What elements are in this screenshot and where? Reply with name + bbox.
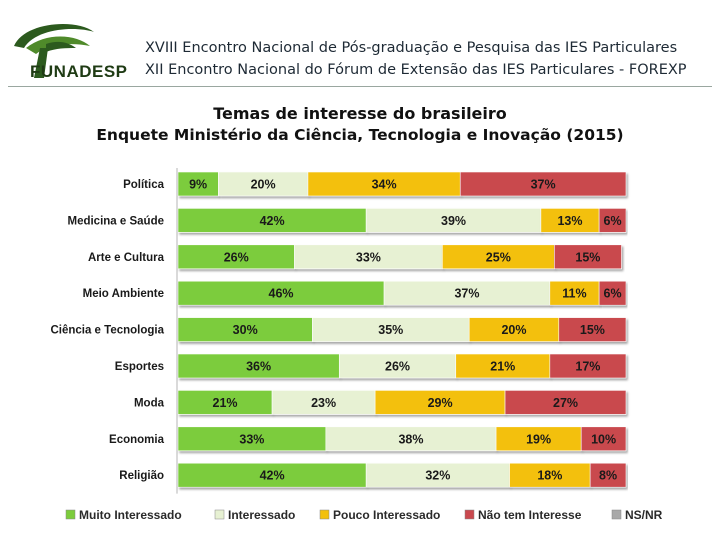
bar-segment [549, 353, 627, 379]
bar-value-label: 13% [557, 214, 582, 228]
bar-value-label: 27% [553, 396, 578, 410]
bar-segment [177, 317, 313, 342]
legend-swatch [319, 509, 330, 520]
bar-value-label: 9% [189, 178, 207, 192]
bar-value-label: 33% [239, 432, 264, 446]
bar-segment [325, 426, 497, 452]
bar-value-label: 20% [251, 178, 276, 192]
logo-text: FUNADESP [30, 62, 128, 81]
bar-value-label: 18% [537, 469, 562, 483]
bar-segment [468, 317, 560, 342]
bar-value-label: 20% [501, 323, 526, 337]
bar-value-label: 39% [441, 214, 466, 228]
bar-value-label: 25% [486, 250, 511, 264]
bar-segment [540, 208, 600, 233]
bar-segment [177, 390, 273, 415]
bar-value-label: 6% [604, 287, 622, 301]
bar-value-label: 26% [385, 360, 410, 374]
funadesp-logo-icon [14, 23, 94, 78]
bar-value-label: 26% [224, 250, 249, 264]
bar-segment [177, 280, 385, 306]
bar-segment [549, 280, 600, 306]
header-divider [8, 86, 712, 87]
legend-swatch [65, 509, 76, 520]
legend-swatch [611, 509, 622, 520]
bar-value-label: 21% [213, 396, 238, 410]
bar-segment [338, 353, 457, 379]
legend-label: Pouco Interessado [333, 508, 440, 522]
bar-value-label: 37% [531, 178, 556, 192]
bar-value-label: 36% [246, 360, 271, 374]
bar-value-label: 38% [398, 432, 423, 446]
bar-segment [218, 171, 309, 197]
bar-segment [177, 171, 219, 197]
bar-value-label: 37% [454, 287, 479, 301]
bar-value-label: 8% [599, 469, 617, 483]
category-label: Medicina e Saúde [67, 215, 164, 227]
legend-label: NS/NR [625, 508, 663, 522]
bar-value-label: 42% [260, 469, 285, 483]
bar-segment [312, 317, 470, 342]
bar-value-label: 6% [604, 214, 622, 228]
bar-segment [509, 462, 591, 488]
category-label: Economia [109, 434, 165, 446]
legend-label: Muito Interessado [79, 508, 182, 522]
header: FUNADESP XVIII Encontro Nacional de Pós-… [0, 0, 720, 92]
bar-value-label: 23% [311, 396, 336, 410]
bar-value-label: 32% [425, 469, 450, 483]
bar-segment [177, 426, 327, 452]
category-label: Meio Ambiente [83, 288, 164, 300]
bar-value-label: 30% [233, 323, 258, 337]
bar-segment [365, 208, 542, 233]
bar-value-label: 29% [428, 396, 453, 410]
bar-segment [558, 317, 627, 342]
bar-value-label: 35% [378, 323, 403, 337]
bar-segment [271, 390, 376, 415]
category-label: Política [123, 179, 165, 191]
category-label: Ciência e Tecnologia [50, 325, 164, 337]
category-label: Arte e Cultura [88, 252, 165, 264]
bar-segment [177, 353, 340, 379]
bar-value-label: 11% [562, 287, 586, 301]
conference-line-1: XVIII Encontro Nacional de Pós-graduação… [145, 40, 678, 56]
bar-segment [580, 426, 627, 452]
bar-segment [442, 244, 555, 270]
category-label: Religião [119, 470, 164, 482]
bar-value-label: 21% [490, 360, 515, 374]
bar-value-label: 42% [260, 214, 285, 228]
chart-title: Temas de interesse do brasileiro [213, 104, 507, 123]
bar-segment [598, 280, 627, 306]
legend-label: Interessado [228, 508, 295, 522]
bar-segment [598, 208, 627, 233]
bar-segment [307, 171, 461, 197]
bar-value-label: 19% [526, 432, 551, 446]
bar-segment [589, 462, 627, 488]
chart-subtitle: Enquete Ministério da Ciência, Tecnologi… [96, 126, 624, 144]
stacked-bar-chart: Política 9% 20% 34% 37% Medicina e Saúde 42% 39… [50, 168, 663, 522]
legend-swatch [214, 509, 225, 520]
legend-label: Não tem Interesse [478, 508, 582, 522]
bar-value-label: 17% [575, 360, 600, 374]
bar-value-label: 15% [580, 323, 605, 337]
bar-value-label: 33% [356, 250, 381, 264]
legend-swatch [464, 509, 475, 520]
bar-segment [504, 390, 627, 415]
bar-value-label: 46% [269, 287, 294, 301]
bar-segment [459, 171, 627, 197]
category-label: Esportes [115, 361, 164, 373]
conference-line-2: XII Encontro Nacional do Fórum de Extens… [145, 62, 687, 78]
bar-segment [177, 208, 367, 233]
bar-value-label: 15% [575, 250, 600, 264]
bar-segment [554, 244, 622, 270]
bar-segment [177, 244, 295, 270]
bar-segment [455, 353, 551, 379]
bar-segment [374, 390, 506, 415]
bar-segment [365, 462, 510, 488]
category-label: Moda [134, 397, 165, 409]
bar-value-label: 34% [372, 178, 397, 192]
bar-value-label: 10% [591, 432, 616, 446]
